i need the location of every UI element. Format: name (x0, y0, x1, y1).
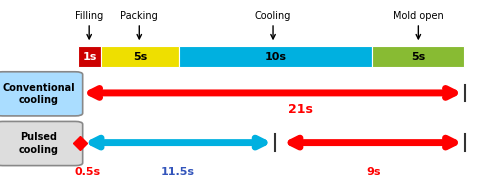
Text: 5s: 5s (411, 52, 425, 62)
Text: 0.5s: 0.5s (75, 167, 101, 177)
Bar (372, 46, 464, 67)
Text: 1s: 1s (82, 52, 97, 62)
Text: 9s: 9s (366, 167, 380, 177)
FancyBboxPatch shape (0, 72, 83, 116)
Text: 10s: 10s (265, 52, 286, 62)
Text: Conventional
cooling: Conventional cooling (3, 83, 75, 105)
Text: 5s: 5s (133, 52, 147, 62)
Text: Cooling: Cooling (255, 11, 291, 21)
Text: 11.5s: 11.5s (161, 167, 195, 177)
Bar (179, 46, 372, 67)
Bar (78, 46, 101, 67)
Text: 21s: 21s (288, 103, 313, 116)
FancyBboxPatch shape (0, 121, 83, 166)
Text: Filling: Filling (75, 11, 103, 21)
Bar (101, 46, 179, 67)
Text: Mold open: Mold open (393, 11, 444, 21)
Text: Pulsed
cooling: Pulsed cooling (19, 132, 59, 155)
Text: Packing: Packing (120, 11, 158, 21)
